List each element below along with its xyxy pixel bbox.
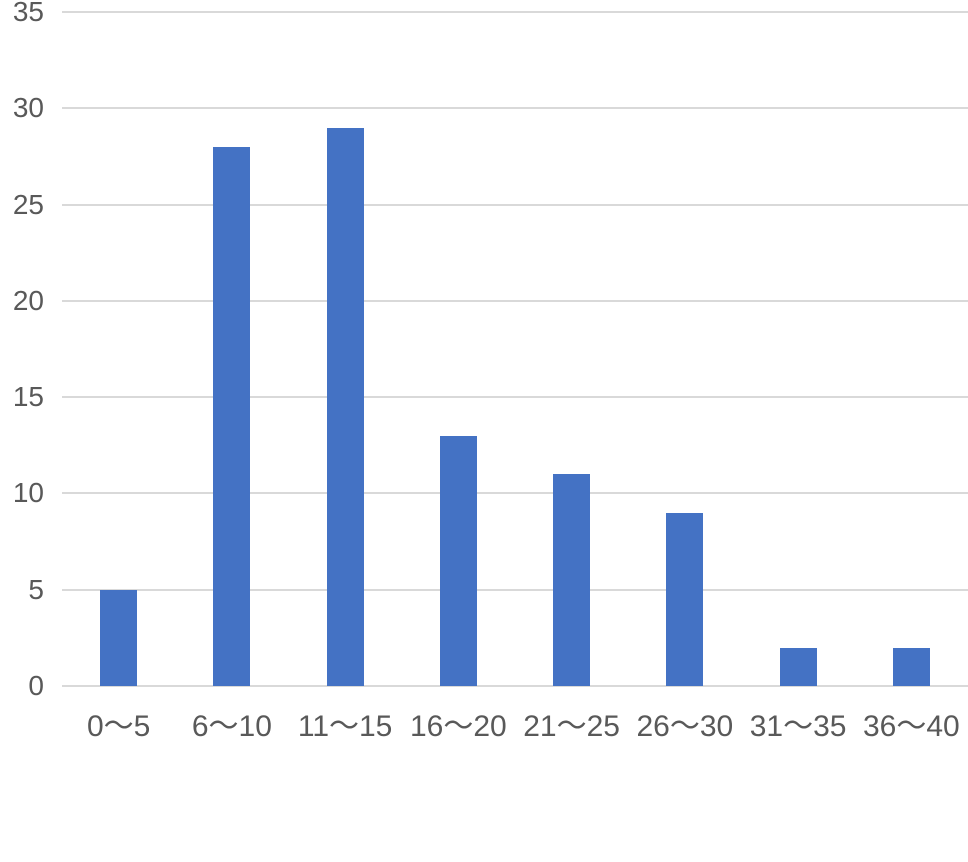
bar-11〜15: [326, 127, 364, 686]
bar-6〜10: [213, 146, 251, 686]
x-axis-tick-label: 26〜30: [636, 710, 734, 743]
x-axis-tick-label: 31〜35: [749, 710, 847, 743]
bar-16〜20: [439, 435, 477, 686]
bar-36〜40: [892, 647, 930, 686]
bar-0〜5: [100, 589, 138, 686]
x-axis-tick-label: 0〜5: [86, 710, 151, 743]
bar-31〜35: [779, 647, 817, 686]
x-axis-labels: 0〜5 6〜10 11〜15 16〜20 21〜25 26〜30 31〜35 36〜40: [62, 710, 968, 750]
gridline: [62, 492, 968, 495]
x-axis-title: Number of glomeruli obtained by biopsy: [357, 785, 635, 862]
gridline: [62, 396, 968, 399]
x-axis-tick-label: 16〜20: [410, 710, 507, 743]
gridline: [62, 588, 968, 591]
y-axis-tick-label: 15: [12, 381, 44, 413]
gridline: [62, 685, 968, 687]
gridline: [62, 299, 968, 302]
y-axis-tick-label: 20: [12, 284, 44, 316]
bar-21〜25: [553, 474, 591, 686]
x-axis-tick-label: 11〜15: [297, 710, 393, 743]
y-axis-tick-label: 25: [12, 188, 44, 220]
x-axis-tick-label: 36〜40: [863, 710, 960, 743]
y-axis-tick-label: 30: [12, 92, 44, 124]
y-axis-tick-label: 0: [28, 670, 44, 701]
x-axis-tick-label: 21〜25: [523, 710, 620, 743]
gridline: [62, 11, 968, 13]
y-axis-tick-label: 35: [12, 0, 44, 27]
y-axis-tick-label: 5: [28, 573, 44, 605]
gridline: [62, 203, 968, 206]
plot-area: [62, 11, 968, 687]
y-axis-tick-label: 10: [12, 477, 44, 509]
x-axis-tick-label: 6〜10: [191, 710, 272, 743]
gridline: [62, 107, 968, 110]
bar-26〜30: [666, 512, 704, 686]
